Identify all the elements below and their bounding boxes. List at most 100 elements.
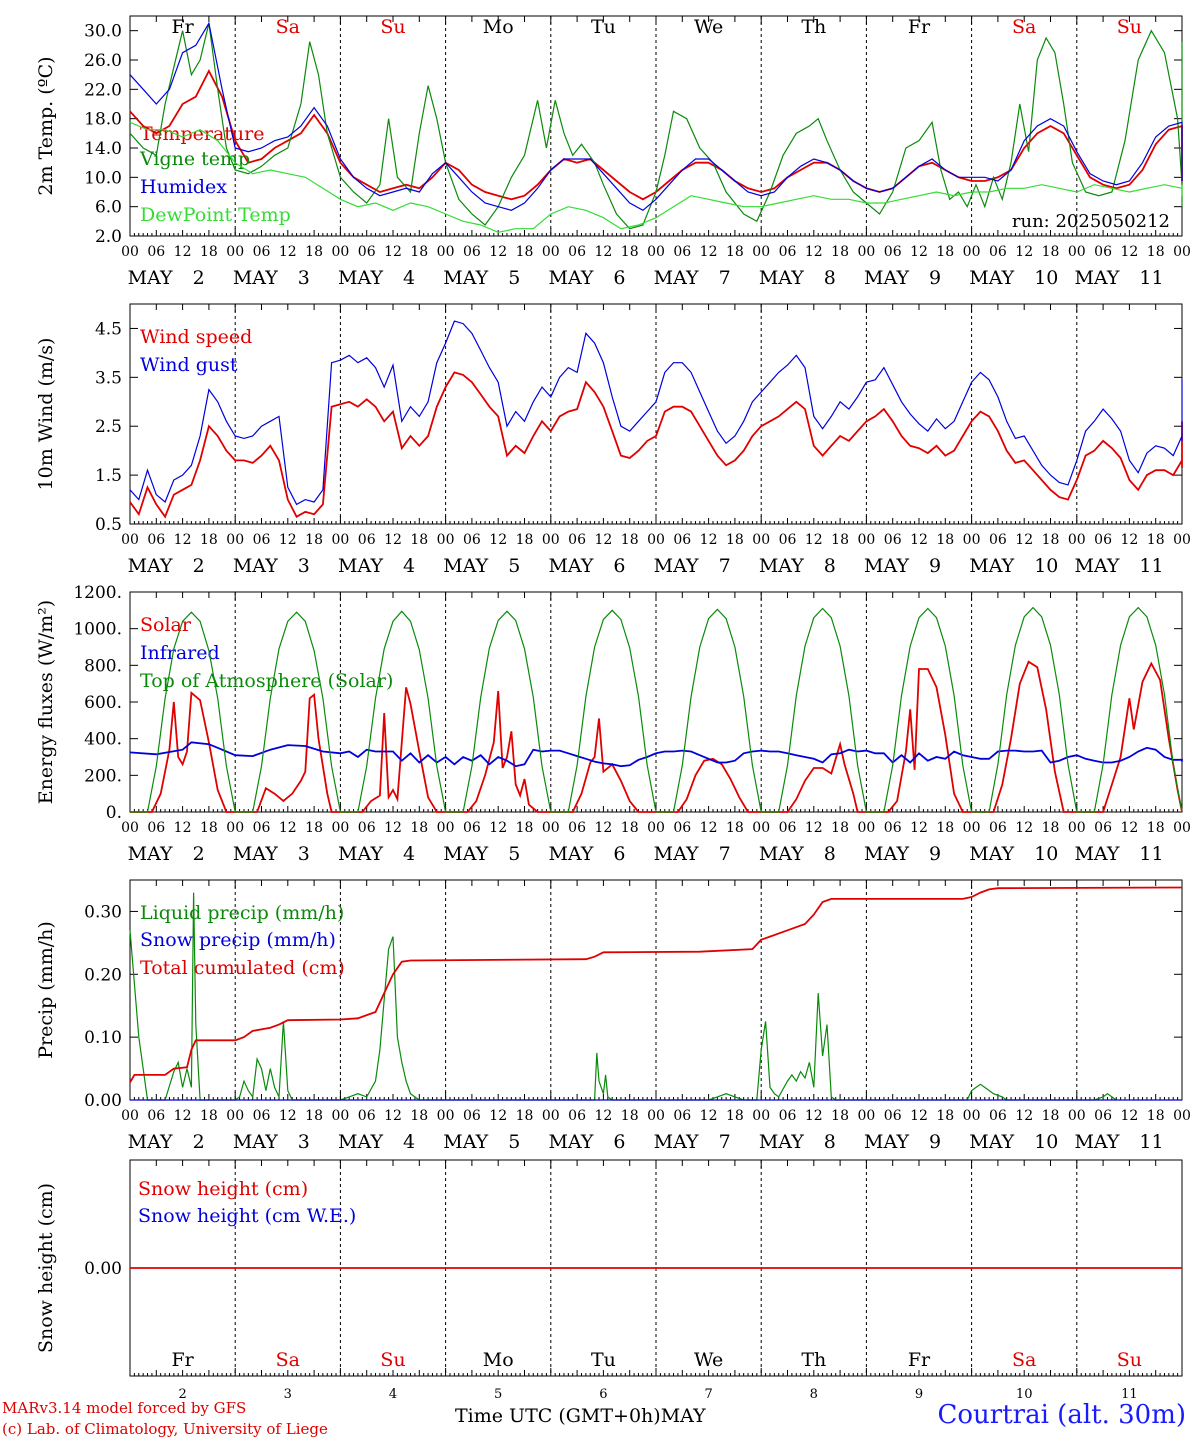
y-tick-label: 22.0 xyxy=(84,80,122,100)
hour-label: 06 xyxy=(884,532,902,548)
legend-entry: Wind gust xyxy=(140,354,238,376)
hour-label: 00 xyxy=(857,244,875,260)
hour-label: 12 xyxy=(910,820,928,836)
hour-label: 06 xyxy=(673,244,691,260)
x-axis-title: Time UTC (GMT+0h)MAY xyxy=(455,1405,706,1427)
y-tick-label: 0.00 xyxy=(84,1259,122,1279)
hour-label: 18 xyxy=(1147,532,1165,548)
hour-label: 12 xyxy=(174,532,192,548)
weekday-label: Su xyxy=(1117,1349,1142,1371)
hour-label: 12 xyxy=(700,820,718,836)
hour-label: 00 xyxy=(226,532,244,548)
month-label: MAY xyxy=(128,267,173,289)
y-tick-label: 10.0 xyxy=(84,168,122,188)
legend-entry: Snow height (cm W.E.) xyxy=(138,1205,356,1227)
legend-entry: Humidex xyxy=(140,176,227,198)
hour-label: 06 xyxy=(463,1108,481,1124)
hour-label: 00 xyxy=(1068,820,1086,836)
hour-label: 18 xyxy=(200,1108,218,1124)
hour-label: 06 xyxy=(568,820,586,836)
month-label: MAY xyxy=(864,843,909,865)
day-number-small: 7 xyxy=(704,1387,712,1402)
hour-label: 06 xyxy=(568,1108,586,1124)
hour-label: 18 xyxy=(831,820,849,836)
day-number: 4 xyxy=(403,843,415,865)
hour-label: 18 xyxy=(410,244,428,260)
legend-entry: DewPoint Temp xyxy=(140,204,291,226)
hour-label: 12 xyxy=(489,244,507,260)
hour-label: 12 xyxy=(279,1108,297,1124)
weekday-label: Sa xyxy=(1012,16,1036,38)
hour-label: 00 xyxy=(647,820,665,836)
day-number: 11 xyxy=(1139,267,1163,289)
y-tick-label: 400. xyxy=(84,730,122,750)
hour-label: 06 xyxy=(884,820,902,836)
day-number: 2 xyxy=(193,555,205,577)
hour-label: 06 xyxy=(253,1108,271,1124)
hour-label: 12 xyxy=(384,532,402,548)
hour-label: 06 xyxy=(463,244,481,260)
day-number: 11 xyxy=(1139,1131,1163,1153)
hour-label: 18 xyxy=(831,244,849,260)
hour-label: 06 xyxy=(253,244,271,260)
hour-label: 00 xyxy=(121,1108,139,1124)
weekday-label: We xyxy=(694,16,723,38)
month-label: MAY xyxy=(759,1131,804,1153)
hour-label: 18 xyxy=(516,1108,534,1124)
hour-label: 06 xyxy=(989,1108,1007,1124)
weekday-label: Mo xyxy=(483,16,514,38)
month-label: MAY xyxy=(759,555,804,577)
hour-label: 12 xyxy=(384,820,402,836)
hour-label: 06 xyxy=(884,1108,902,1124)
month-label: MAY xyxy=(969,267,1014,289)
hour-label: 06 xyxy=(253,820,271,836)
hour-label: 18 xyxy=(516,820,534,836)
month-label: MAY xyxy=(864,267,909,289)
day-number: 5 xyxy=(508,555,520,577)
weekday-label: Sa xyxy=(1012,1349,1036,1371)
day-number: 8 xyxy=(824,1131,836,1153)
month-label: MAY xyxy=(654,843,699,865)
day-number-small: 6 xyxy=(599,1387,607,1402)
lab-credit: (c) Lab. of Climatology, University of L… xyxy=(2,1420,328,1438)
day-number: 7 xyxy=(719,267,731,289)
y-tick-label: 14.0 xyxy=(84,139,122,159)
hour-label: 12 xyxy=(174,1108,192,1124)
hour-label: 12 xyxy=(700,244,718,260)
day-number: 10 xyxy=(1034,267,1058,289)
hour-label: 12 xyxy=(489,1108,507,1124)
series-line-total-cumulated-cm xyxy=(129,886,1183,1083)
weekday-label: Th xyxy=(801,16,826,38)
month-label: MAY xyxy=(969,555,1014,577)
hour-label: 12 xyxy=(1120,244,1138,260)
day-number: 11 xyxy=(1139,555,1163,577)
legend-entry: Top of Atmosphere (Solar) xyxy=(140,670,393,692)
hour-label: 00 xyxy=(331,532,349,548)
panel-5: 0.00 Snow height (cm) Snow height (cm) Snow… xyxy=(35,1159,1183,1402)
hour-label: 18 xyxy=(621,532,639,548)
hour-label: 00 xyxy=(437,244,455,260)
y-tick-label: 2.0 xyxy=(95,227,122,247)
weekday-label: Tu xyxy=(591,16,616,38)
day-number: 9 xyxy=(929,555,941,577)
legend-entry: Snow height (cm) xyxy=(138,1178,308,1200)
legend-entry: Wind speed xyxy=(140,326,252,348)
hour-label: 18 xyxy=(305,532,323,548)
hour-label: 00 xyxy=(963,1108,981,1124)
series-line-solar xyxy=(130,660,1183,813)
weekday-label: Th xyxy=(801,1349,826,1371)
model-credit: MARv3.14 model forced by GFS xyxy=(2,1399,247,1417)
month-label: MAY xyxy=(548,1131,593,1153)
y-tick-label: 0.5 xyxy=(95,515,122,535)
hour-label: 00 xyxy=(542,1108,560,1124)
month-label: MAY xyxy=(864,1131,909,1153)
hour-label: 00 xyxy=(121,532,139,548)
hour-label: 18 xyxy=(1042,244,1060,260)
hour-label: 18 xyxy=(305,244,323,260)
y-axis-label: 10m Wind (m/s) xyxy=(35,338,57,491)
hour-label: 18 xyxy=(516,532,534,548)
weekday-label: Su xyxy=(380,1349,405,1371)
y-tick-label: 0.00 xyxy=(84,1091,122,1111)
hour-label: 18 xyxy=(621,1108,639,1124)
